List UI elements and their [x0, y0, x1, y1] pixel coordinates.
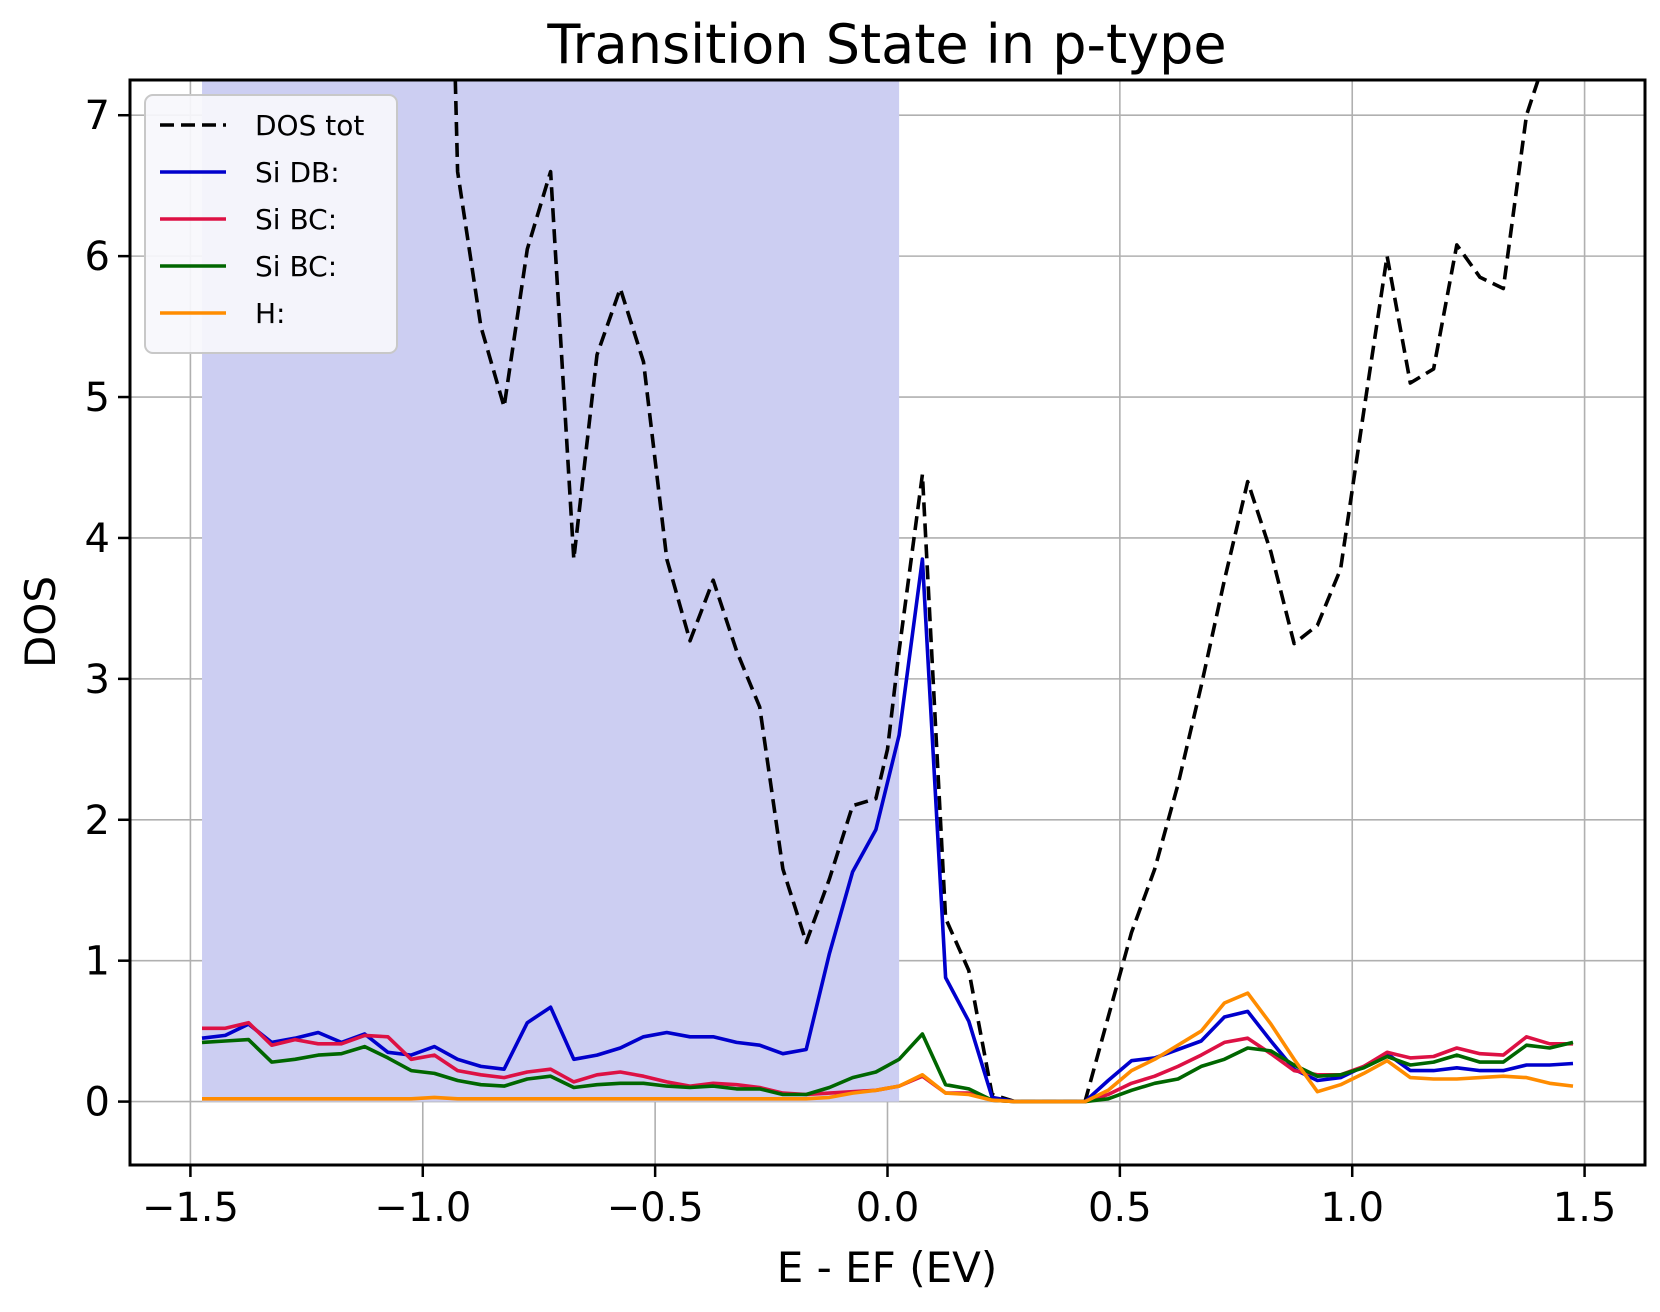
legend-box	[144, 94, 398, 354]
legend-entry: H:	[255, 297, 286, 330]
chart-title: Transition State in p-type	[546, 13, 1226, 76]
y-tick-label: 6	[85, 234, 110, 280]
x-tick-label: −1.0	[374, 1185, 471, 1231]
legend-entry: Si DB:	[255, 156, 340, 189]
x-tick-label: 0.0	[856, 1185, 920, 1231]
y-tick-label: 1	[85, 939, 110, 985]
y-tick-label: 7	[85, 93, 110, 139]
y-tick-label: 0	[85, 1080, 110, 1126]
y-axis-label: DOS	[16, 576, 65, 668]
x-tick-label: 1.0	[1320, 1185, 1384, 1231]
y-tick-label: 2	[85, 798, 110, 844]
x-axis-ticks: −1.5 −1.0 −0.5 0.0 0.5 1.0 1.5	[142, 1165, 1617, 1231]
series-line-4	[202, 991, 1574, 1104]
x-tick-label: 1.5	[1553, 1185, 1617, 1231]
legend: DOS tot Si DB: Si BC: Si BC: H:	[144, 94, 398, 354]
series-line-3	[201, 1032, 1574, 1104]
legend-entry: Si BC:	[255, 203, 337, 236]
x-tick-label: −0.5	[607, 1185, 704, 1231]
series-line-0	[453, 80, 1540, 1104]
x-tick-label: −1.5	[142, 1185, 239, 1231]
plot-area	[201, 80, 1574, 1104]
x-tick-label: 0.5	[1088, 1185, 1152, 1231]
y-tick-label: 4	[85, 516, 110, 562]
series-line-1	[201, 557, 1574, 1104]
y-axis-ticks: 0 1 2 3 4 5 6 7	[85, 93, 130, 1126]
series-lines	[201, 80, 1574, 1104]
y-tick-label: 3	[85, 657, 110, 703]
legend-entry: Si BC:	[255, 250, 337, 283]
x-axis-label: E - EF (EV)	[777, 1243, 997, 1292]
legend-entry: DOS tot	[255, 109, 364, 142]
y-tick-label: 5	[85, 375, 110, 421]
